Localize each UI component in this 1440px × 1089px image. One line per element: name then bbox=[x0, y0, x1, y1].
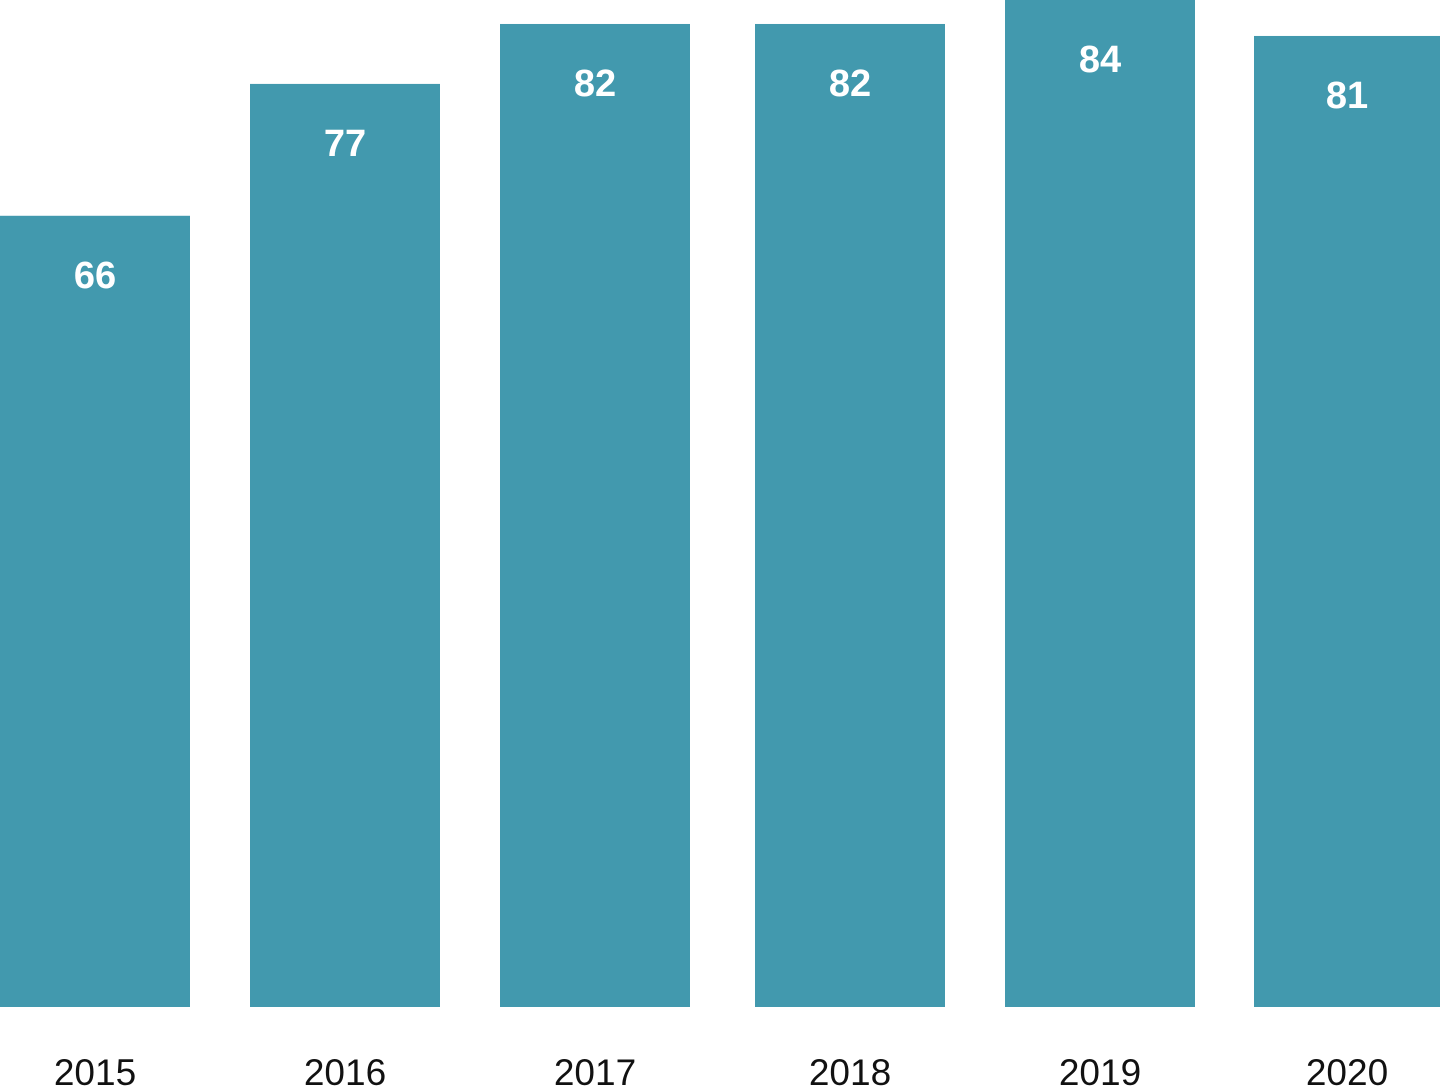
bar-2020 bbox=[1254, 35, 1440, 1007]
x-tick-label-2019: 2019 bbox=[1059, 1052, 1141, 1089]
data-label-2019: 84 bbox=[1079, 39, 1121, 81]
data-label-2018: 82 bbox=[829, 63, 871, 105]
data-labels-group: 66 77 82 82 84 81 bbox=[74, 39, 1368, 297]
x-tick-label-2015: 2015 bbox=[54, 1052, 136, 1089]
x-axis-tick-labels: 2015 2016 2017 2018 2019 2020 bbox=[54, 1052, 1388, 1089]
bar-2017 bbox=[500, 23, 690, 1007]
data-label-2020: 81 bbox=[1326, 75, 1368, 117]
data-label-2017: 82 bbox=[574, 63, 616, 105]
x-tick-label-2017: 2017 bbox=[554, 1052, 636, 1089]
data-label-2016: 77 bbox=[324, 123, 366, 165]
x-tick-label-2020: 2020 bbox=[1306, 1052, 1388, 1089]
bar-2018 bbox=[755, 23, 945, 1007]
data-label-2015: 66 bbox=[74, 255, 116, 297]
bars-group bbox=[0, 0, 1440, 1008]
x-tick-label-2016: 2016 bbox=[304, 1052, 386, 1089]
bar-2016 bbox=[250, 83, 440, 1007]
bar-2015 bbox=[0, 215, 190, 1008]
x-tick-label-2018: 2018 bbox=[809, 1052, 891, 1089]
bar-2019 bbox=[1005, 0, 1195, 1007]
